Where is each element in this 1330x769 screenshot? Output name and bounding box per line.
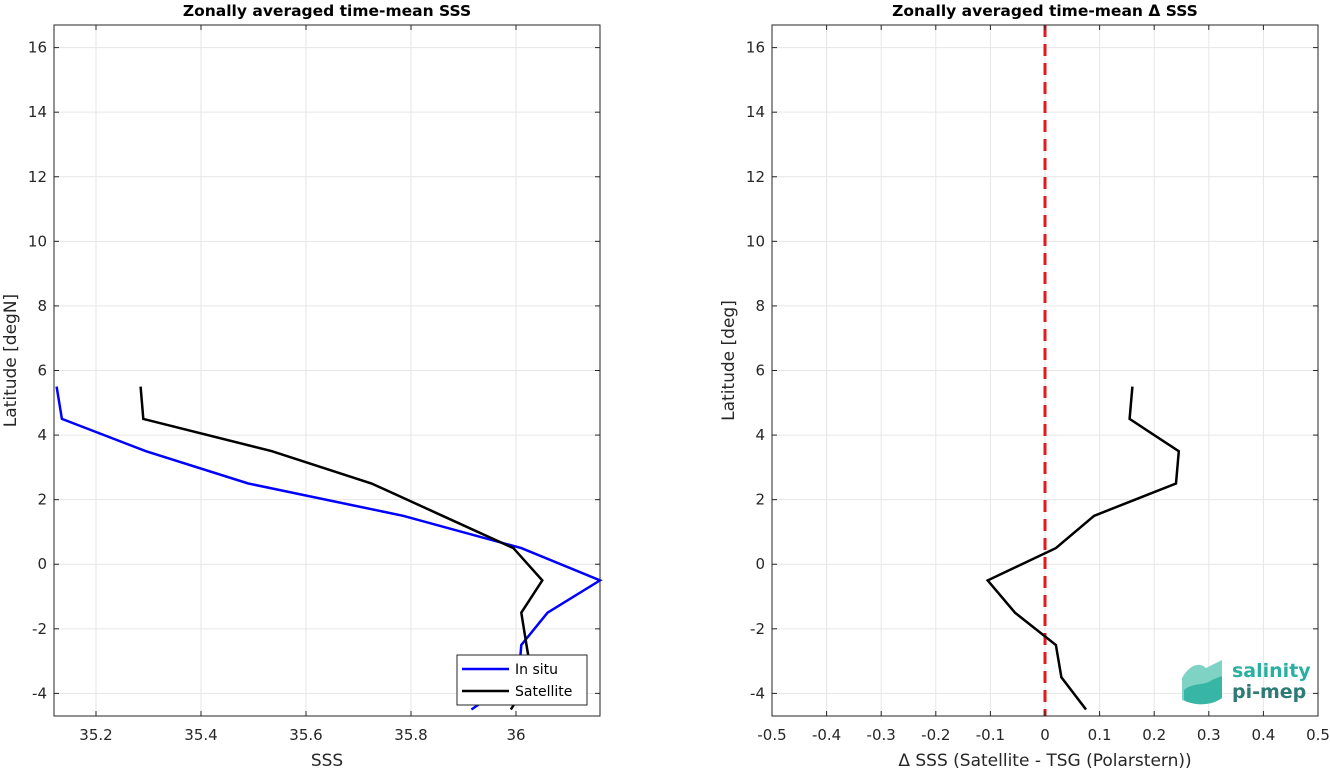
sss-profile-panel: 35.2 35.4 35.6 35.8 36 -4 -2 0 2 4 6 8 10 12 14 16 Zona… (1, 2, 603, 769)
delta-x-tick-label: 0.5 (1306, 726, 1330, 744)
delta-y-tick-label: 12 (746, 168, 765, 186)
delta-y-tick-label: -4 (750, 684, 765, 702)
sss-y-tick-label: 6 (37, 362, 47, 380)
delta-x-tick-label: 0.3 (1197, 726, 1221, 744)
sss-x-tick-label: 35.2 (79, 726, 112, 744)
legend-label-in-situ: In situ (515, 662, 558, 678)
delta-y-tick-label: -2 (750, 620, 765, 638)
sss-x-tick-label: 35.6 (289, 726, 322, 744)
delta-x-tick-label: 0.4 (1251, 726, 1275, 744)
legend-label-satellite: Satellite (515, 684, 572, 700)
legend: In situ Satellite (456, 654, 588, 706)
sss-y-tick-label: -4 (32, 684, 47, 702)
sss-y-tick-label: 16 (28, 39, 47, 57)
delta-x-tick-label: -0.1 (976, 726, 1005, 744)
sss-x-tick-label: 36 (506, 726, 525, 744)
sss-x-tick-label: 35.4 (184, 726, 217, 744)
sss-y-tick-label: 2 (37, 491, 47, 509)
delta-x-tick-label: 0 (1040, 726, 1050, 744)
sss-y-tick-label: 0 (37, 555, 47, 573)
sss-x-tick-label: 35.8 (394, 726, 427, 744)
delta-y-tick-label: 10 (746, 232, 765, 250)
sss-y-tick-label: 10 (28, 232, 47, 250)
delta-x-tick-label: -0.5 (757, 726, 786, 744)
logo-line-1: salinity (1232, 660, 1311, 682)
logo-wave-layer (1184, 676, 1222, 705)
sss-y-axis-label: Latitude [degN] (1, 294, 21, 427)
sss-chart-title: Zonally averaged time-mean SSS (183, 2, 471, 20)
delta-chart-title: Zonally averaged time-mean Δ SSS (892, 2, 1198, 20)
delta-x-tick-label: -0.4 (812, 726, 841, 744)
delta-x-tick-label: 0.1 (1088, 726, 1112, 744)
delta-y-tick-label: 4 (755, 426, 765, 444)
delta-y-tick-label: 8 (755, 297, 765, 315)
delta-y-tick-label: 14 (746, 103, 765, 121)
delta-y-tick-label: 2 (755, 491, 765, 509)
sss-x-axis-label: SSS (311, 751, 343, 769)
sss-y-tick-label: 14 (28, 103, 47, 121)
legend-box (456, 654, 588, 706)
delta-y-tick-label: 6 (755, 362, 765, 380)
sss-y-tick-label: 4 (37, 426, 47, 444)
salinity-pi-mep-logo: salinity pi-mep (1182, 660, 1311, 705)
delta-x-tick-label: -0.2 (921, 726, 950, 744)
delta-x-tick-label: -0.3 (867, 726, 896, 744)
sss-y-tick-label: 8 (37, 297, 47, 315)
delta-series-line-delta (985, 386, 1181, 711)
delta-sss-profile-panel: -0.5 -0.4 -0.3 -0.2 -0.1 0 0.1 0.2 0.3 0.4 0.5 -4 -2… (719, 2, 1330, 769)
delta-y-axis-label: Latitude [deg] (719, 300, 739, 421)
sss-y-tick-label: 12 (28, 168, 47, 186)
delta-x-tick-label: 0.2 (1142, 726, 1166, 744)
delta-y-tick-label: 16 (746, 39, 765, 57)
sss-y-tick-label: -2 (32, 620, 47, 638)
logo-line-2: pi-mep (1232, 681, 1306, 703)
delta-y-tick-label: 0 (755, 555, 765, 573)
delta-x-axis-label: Δ SSS (Satellite - TSG (Polarstern)) (898, 751, 1191, 769)
